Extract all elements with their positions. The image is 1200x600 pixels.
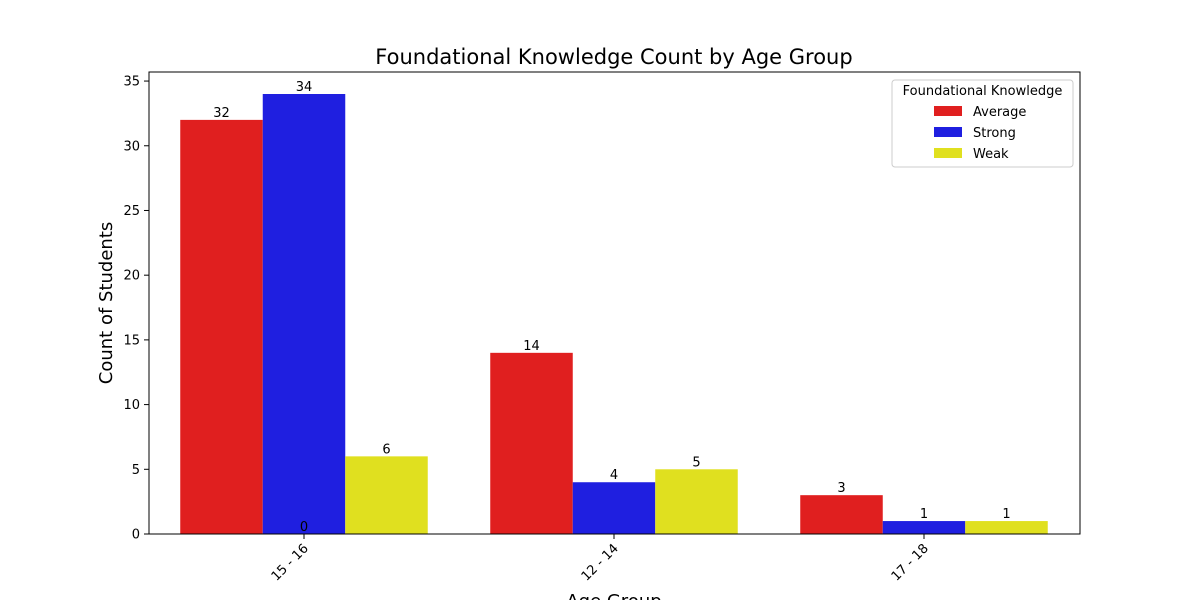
data-label-strong-12-14: 4	[610, 468, 618, 483]
y-tick-label-30: 30	[123, 139, 140, 154]
y-tick-label-5: 5	[132, 463, 140, 478]
bar-weak-15-16	[345, 456, 428, 534]
bar-strong-12-14	[572, 482, 656, 534]
legend: Foundational Knowledge Average Strong Weak	[891, 79, 1074, 168]
y-tick-label-15: 15	[123, 333, 140, 348]
y-tick-label-25: 25	[123, 204, 140, 219]
legend-swatch-strong	[934, 127, 962, 137]
extra-label-0: 0	[300, 520, 308, 535]
y-tick-label-10: 10	[123, 398, 140, 413]
legend-label-strong: Strong	[973, 126, 1016, 141]
chart-title: Foundational Knowledge Count by Age Grou…	[375, 45, 852, 69]
x-axis-title: Age Group	[566, 591, 661, 600]
y-tick-label-0: 0	[132, 528, 140, 543]
bar-strong-17-18	[882, 521, 966, 534]
y-tick-label-35: 35	[123, 75, 140, 90]
data-label-strong-17-18: 1	[920, 507, 928, 522]
data-label-strong-15-16: 34	[296, 80, 313, 95]
bar-average-17-18	[800, 495, 883, 534]
bar-average-12-14	[490, 352, 573, 534]
bars-group	[180, 94, 1048, 534]
x-tick-label-15-16: 15 - 16	[269, 541, 312, 584]
bar-weak-17-18	[965, 521, 1048, 534]
data-label-weak-12-14: 5	[692, 455, 700, 470]
data-label-average-15-16: 32	[213, 106, 230, 121]
bar-strong-15-16	[262, 94, 346, 534]
bar-weak-12-14	[655, 469, 738, 534]
legend-label-weak: Weak	[973, 147, 1009, 162]
legend-label-average: Average	[973, 105, 1026, 120]
legend-title: Foundational Knowledge	[903, 84, 1063, 99]
data-label-average-12-14: 14	[523, 339, 540, 354]
y-axis-title: Count of Students	[96, 222, 117, 384]
x-tick-label-12-14: 12 - 14	[579, 541, 622, 584]
data-label-weak-17-18: 1	[1002, 507, 1010, 522]
bar-average-15-16	[180, 119, 263, 534]
data-label-average-17-18: 3	[837, 481, 845, 496]
y-tick-label-20: 20	[123, 269, 140, 284]
legend-swatch-average	[934, 106, 962, 116]
x-tick-label-17-18: 17 - 18	[889, 541, 932, 584]
data-label-weak-15-16: 6	[382, 442, 390, 457]
legend-box	[891, 79, 1074, 168]
data-labels-group: 32 34 6 14 4 5 3 1 1 0	[213, 80, 1010, 535]
legend-swatch-weak	[934, 148, 962, 158]
